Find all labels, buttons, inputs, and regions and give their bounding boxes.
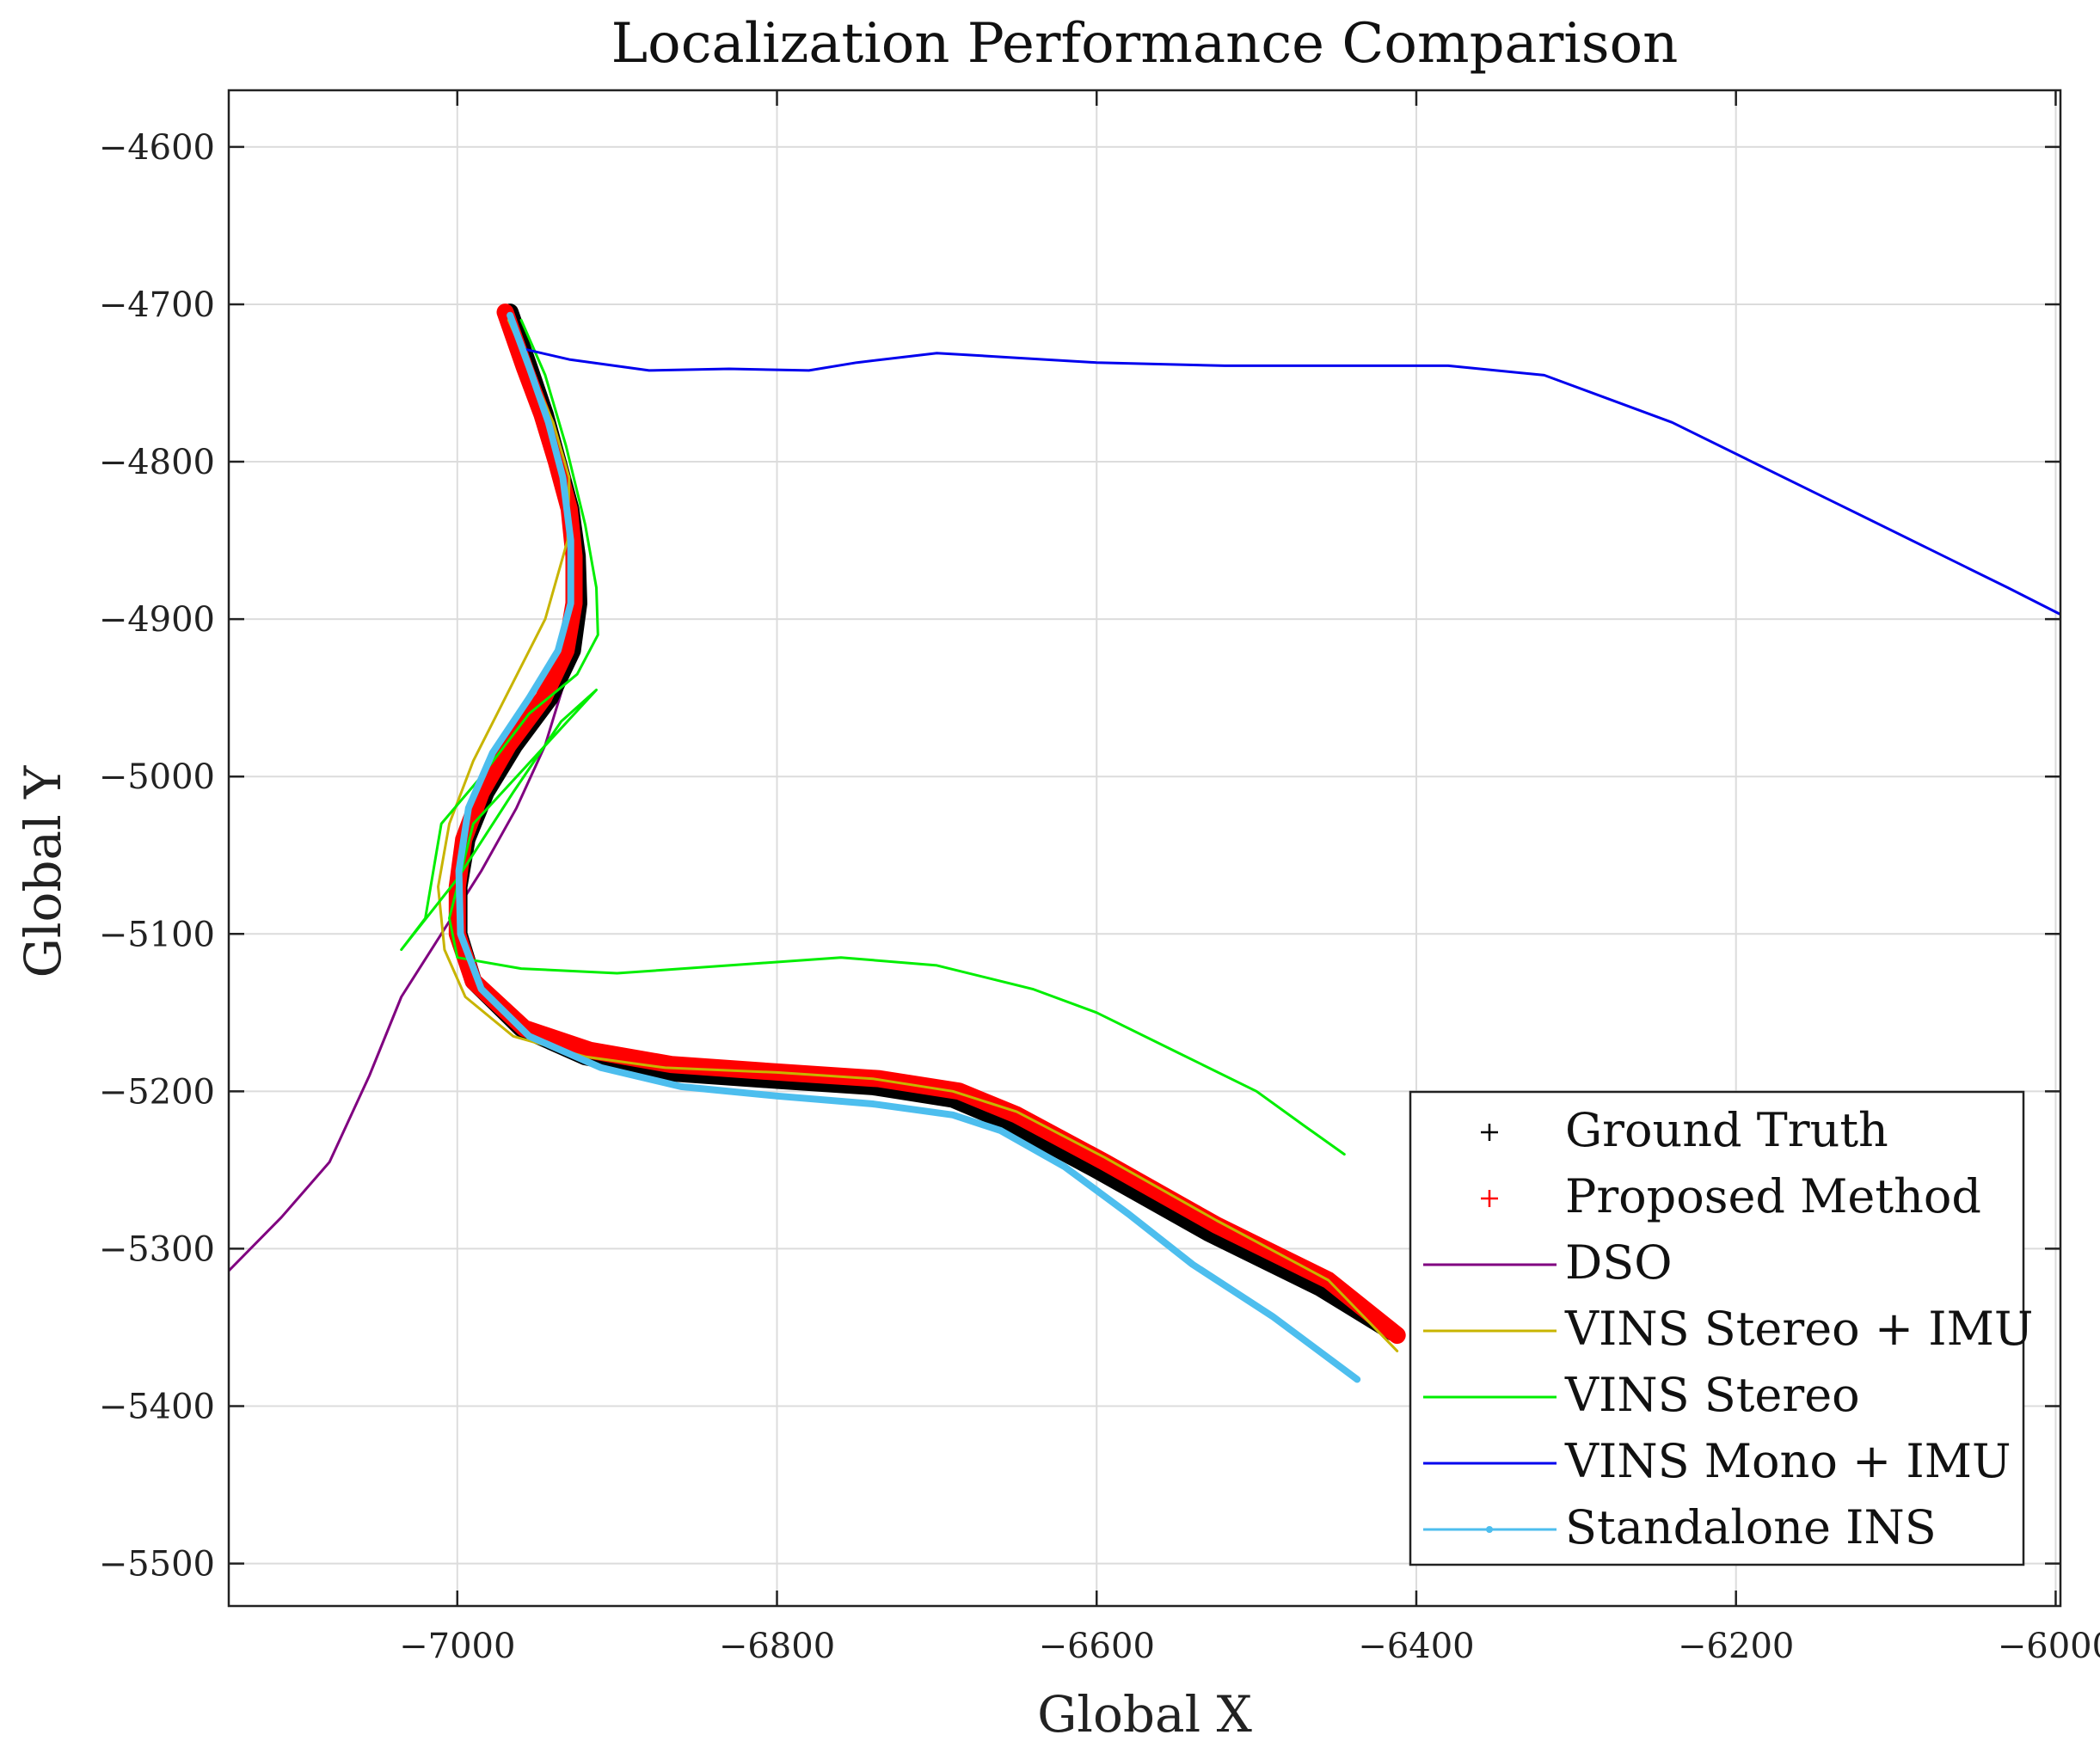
- legend-label-vins-stereo-imu: VINS Stereo + IMU: [1564, 1302, 2033, 1356]
- y-axis-label: Global Y: [14, 765, 72, 978]
- x-tick-label: −7000: [399, 1627, 515, 1666]
- y-tick-label: −5300: [99, 1229, 215, 1269]
- x-tick-label: −6800: [719, 1627, 835, 1666]
- series-line-standalone-ins: [455, 311, 1361, 1383]
- legend-label-ground-truth: Ground Truth: [1565, 1103, 1888, 1157]
- y-tick-label: −4600: [99, 128, 215, 168]
- legend-label-dso: DSO: [1565, 1235, 1673, 1290]
- x-axis-label: Global X: [1037, 1685, 1252, 1744]
- legend-dot-standalone-ins: [1486, 1526, 1493, 1533]
- chart-title: Localization Performance Comparison: [611, 12, 1679, 76]
- y-tick-label: −5500: [99, 1545, 215, 1585]
- y-tick-label: −4900: [99, 600, 215, 640]
- legend: Ground Truth Proposed Method DSO VINS Stere…: [1409, 1090, 2033, 1566]
- legend-marker-ground-truth: [1481, 1124, 1498, 1141]
- plot-frame: [227, 89, 2062, 1608]
- x-tick-label: −6200: [1678, 1627, 1794, 1666]
- y-tick-label: −5200: [99, 1072, 215, 1112]
- ticks: −7000 −6800 −6600 −6400 −6200 −6000 −4600 −4700…: [99, 90, 2100, 1666]
- series-line-vins-stereo: [400, 318, 1346, 1156]
- legend-label-vins-mono-imu: VINS Mono + IMU: [1564, 1434, 2011, 1488]
- y-tick-label: −4700: [99, 285, 215, 325]
- legend-label-proposed-method: Proposed Method: [1565, 1169, 1981, 1223]
- legend-label-vins-stereo: VINS Stereo: [1564, 1368, 1860, 1422]
- x-tick-label: −6000: [1998, 1627, 2100, 1666]
- series-line-vins-mono-imu: [519, 346, 2060, 616]
- legend-box: [1409, 1090, 2025, 1566]
- series-layer: [229, 303, 2060, 1383]
- legend-marker-proposed-method: [1481, 1190, 1498, 1207]
- x-tick-label: −6400: [1358, 1627, 1474, 1666]
- grid: [229, 90, 2060, 1606]
- x-tick-label: −6600: [1039, 1627, 1155, 1666]
- y-tick-label: −5400: [99, 1387, 215, 1426]
- legend-label-standalone-ins: Standalone INS: [1565, 1500, 1937, 1554]
- y-tick-label: −4800: [99, 443, 215, 482]
- y-tick-label: −5000: [99, 757, 215, 797]
- y-tick-label: −5100: [99, 915, 215, 954]
